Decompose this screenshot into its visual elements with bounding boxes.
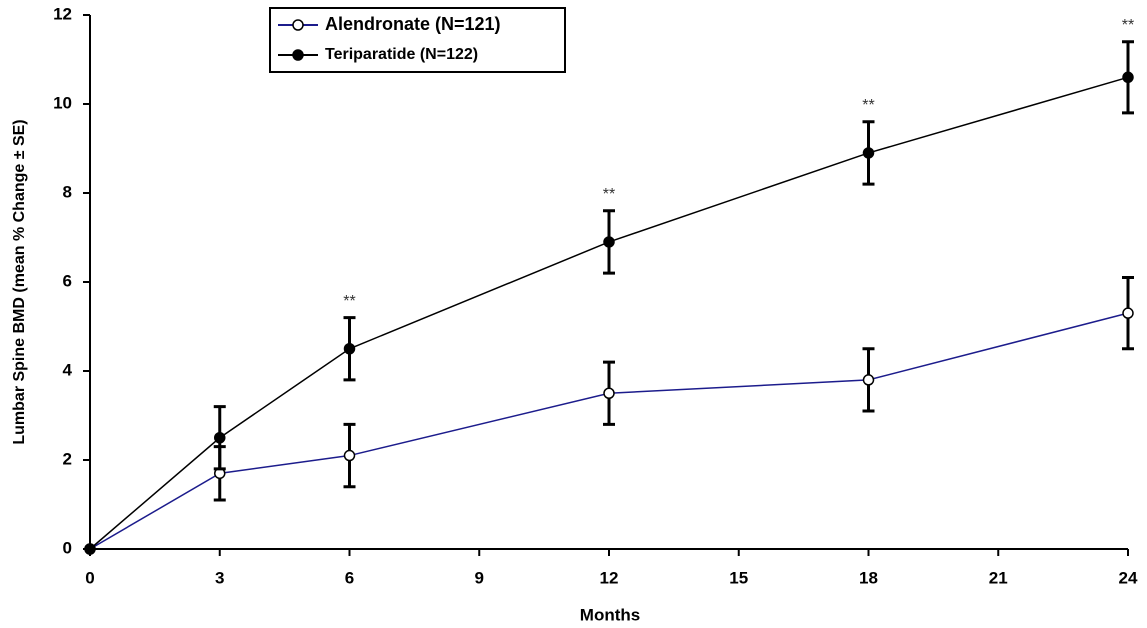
y-axis-label: Lumbar Spine BMD (mean % Change ± SE) bbox=[11, 119, 28, 444]
legend-marker bbox=[292, 49, 304, 61]
x-tick-label: 21 bbox=[989, 568, 1008, 587]
y-tick-label: 8 bbox=[63, 182, 72, 201]
x-tick-label: 3 bbox=[215, 568, 224, 587]
marker bbox=[603, 236, 615, 248]
marker bbox=[862, 374, 875, 386]
y-tick-label: 6 bbox=[63, 271, 72, 290]
marker bbox=[214, 432, 226, 444]
marker bbox=[862, 147, 875, 159]
x-tick-label: 12 bbox=[600, 568, 619, 587]
y-tick-label: 0 bbox=[63, 538, 72, 557]
marker bbox=[343, 343, 356, 355]
marker bbox=[343, 449, 356, 462]
legend-label: Teriparatide (N=122) bbox=[325, 46, 478, 63]
marker bbox=[84, 543, 96, 555]
y-tick-label: 10 bbox=[53, 93, 72, 112]
y-tick-label: 4 bbox=[63, 360, 73, 379]
x-axis-label: Months bbox=[580, 605, 640, 624]
x-tick-label: 18 bbox=[859, 568, 878, 587]
marker bbox=[1122, 307, 1134, 319]
series-line bbox=[89, 76, 1129, 550]
x-tick-label: 6 bbox=[345, 568, 354, 587]
annotation: ** bbox=[1122, 17, 1134, 34]
series-line bbox=[89, 312, 1129, 550]
x-tick-label: 9 bbox=[475, 568, 484, 587]
y-tick-label: 12 bbox=[53, 4, 72, 23]
y-tick-label: 2 bbox=[63, 449, 72, 468]
x-tick-label: 15 bbox=[729, 568, 748, 587]
legend-box bbox=[269, 7, 566, 73]
annotation: ** bbox=[862, 97, 874, 114]
legend-label: Alendronate (N=121) bbox=[325, 14, 501, 34]
annotation: ** bbox=[343, 293, 355, 310]
marker bbox=[1122, 71, 1134, 84]
marker bbox=[603, 387, 615, 399]
legend-marker bbox=[292, 19, 304, 31]
x-tick-label: 0 bbox=[85, 568, 94, 587]
annotation: ** bbox=[603, 186, 615, 203]
x-tick-label: 24 bbox=[1119, 568, 1138, 587]
